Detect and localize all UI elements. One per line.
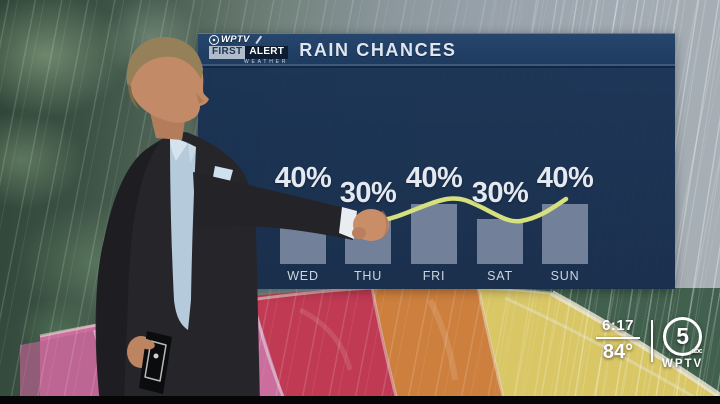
logo-alert-text: ALERT — [245, 46, 289, 59]
abc-network-mark: abc — [691, 348, 703, 355]
current-temperature: 84° — [602, 341, 634, 363]
chart-column-fri: 40% FRI — [406, 68, 463, 283]
station-call-letters: WPTV — [662, 358, 704, 370]
category-label: SUN — [550, 269, 580, 283]
bar-wed — [280, 204, 326, 264]
divider-line — [596, 337, 640, 339]
category-label: SAT — [487, 269, 513, 283]
channel-number: 5 — [676, 322, 689, 349]
logo-brand-text: WPTV — [221, 34, 250, 45]
logo-first-text: FIRST — [209, 46, 246, 59]
category-label: FRI — [422, 269, 446, 283]
value-label: 30% — [471, 177, 529, 209]
logo-weather-text: WEATHER — [244, 59, 289, 66]
chart-column-thu: 30% THU — [340, 68, 397, 283]
chart-column-sun: 40% SUN — [537, 68, 594, 283]
first-alert-weather-logo: WPTV FIRST ALERT WEATHER — [209, 34, 289, 66]
chart-column-wed: 40% WED — [275, 68, 332, 283]
logo-slash-decoration — [254, 35, 262, 44]
channel-5-logo: 5 abc WPTV — [662, 317, 703, 370]
letterbox-strip — [0, 396, 720, 404]
current-time: 6:17 — [601, 317, 635, 334]
rain-chances-panel: WPTV FIRST ALERT WEATHER RAIN CHANCES 40… — [198, 33, 675, 289]
chart-column-sat: 30% SAT — [472, 68, 529, 283]
value-label: 40% — [274, 162, 332, 194]
value-label: 40% — [536, 162, 594, 194]
category-label: WED — [287, 269, 319, 283]
panel-title: RAIN CHANCES — [299, 39, 457, 60]
channel-5-ring-icon: 5 abc — [663, 317, 703, 356]
station-status-bug: 6:17 84° 5 abc WPTV — [594, 317, 703, 370]
bar-sun — [542, 204, 588, 264]
logo-first-alert-row: FIRST ALERT — [209, 46, 289, 59]
panel-header: WPTV FIRST ALERT WEATHER RAIN CHANCES — [198, 34, 675, 68]
bar-sat — [477, 219, 523, 264]
wptv-globe-icon — [209, 34, 219, 45]
bar-fri — [411, 204, 457, 264]
value-label: 40% — [405, 162, 463, 194]
value-label: 30% — [339, 177, 397, 209]
vertical-divider — [651, 320, 653, 362]
time-temperature: 6:17 84° — [594, 317, 642, 370]
logo-brand-row: WPTV — [209, 34, 288, 45]
bar-thu — [345, 219, 391, 264]
category-label: THU — [353, 269, 383, 283]
rain-chances-chart: 40% WED 30% THU 40% FRI 30% SAT 40% — [198, 68, 675, 289]
